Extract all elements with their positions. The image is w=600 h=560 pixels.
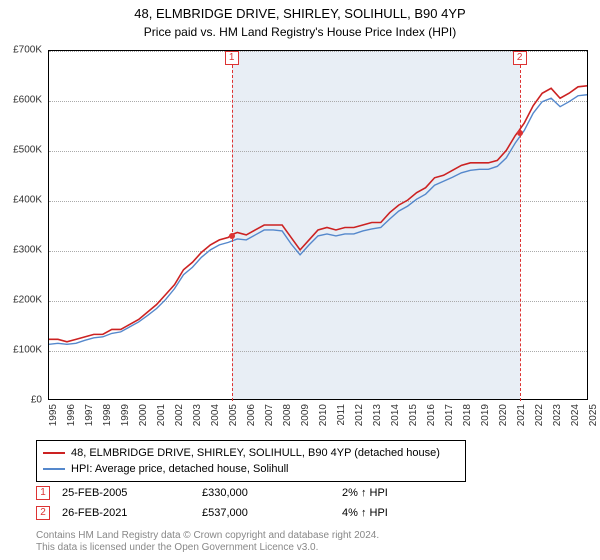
y-tick-label: £400K — [0, 195, 42, 206]
x-tick-label: 1995 — [48, 404, 59, 426]
event-date: 25-FEB-2005 — [62, 487, 202, 499]
x-tick-label: 1998 — [102, 404, 113, 426]
event-marker-icon: 2 — [36, 506, 50, 520]
event-row: 2 26-FEB-2021 £537,000 4% ↑ HPI — [36, 506, 482, 520]
event-marker-dot — [517, 130, 523, 136]
y-tick-label: £200K — [0, 295, 42, 306]
title-line-2: Price paid vs. HM Land Registry's House … — [0, 21, 600, 45]
y-tick-label: £0 — [0, 395, 42, 406]
x-tick-label: 2007 — [264, 404, 275, 426]
y-tick-label: £500K — [0, 145, 42, 156]
x-tick-label: 1999 — [120, 404, 131, 426]
series-line-hpi — [49, 95, 587, 345]
event-marker-dot — [229, 233, 235, 239]
chart-plot-area: 12 — [48, 50, 588, 400]
x-tick-label: 2002 — [174, 404, 185, 426]
x-tick-label: 2001 — [156, 404, 167, 426]
event-hpi-delta: 4% ↑ HPI — [342, 507, 482, 519]
x-tick-label: 2004 — [210, 404, 221, 426]
legend-text: HPI: Average price, detached house, Soli… — [71, 463, 289, 475]
event-marker-box: 2 — [513, 51, 527, 65]
event-hpi-delta: 2% ↑ HPI — [342, 487, 482, 499]
legend-swatch — [43, 468, 65, 470]
x-tick-label: 2010 — [318, 404, 329, 426]
x-tick-label: 2003 — [192, 404, 203, 426]
legend-item: HPI: Average price, detached house, Soli… — [43, 461, 459, 477]
x-tick-label: 2012 — [354, 404, 365, 426]
y-tick-label: £600K — [0, 95, 42, 106]
x-tick-label: 2024 — [570, 404, 581, 426]
line-series — [49, 51, 587, 399]
y-tick-label: £100K — [0, 345, 42, 356]
x-tick-label: 2023 — [552, 404, 563, 426]
x-tick-label: 2025 — [588, 404, 599, 426]
x-tick-label: 2018 — [462, 404, 473, 426]
title-line-1: 48, ELMBRIDGE DRIVE, SHIRLEY, SOLIHULL, … — [0, 0, 600, 21]
legend-item: 48, ELMBRIDGE DRIVE, SHIRLEY, SOLIHULL, … — [43, 445, 459, 461]
event-marker-icon: 1 — [36, 486, 50, 500]
x-tick-label: 2013 — [372, 404, 383, 426]
x-tick-label: 1997 — [84, 404, 95, 426]
x-tick-label: 2005 — [228, 404, 239, 426]
event-price: £330,000 — [202, 487, 342, 499]
x-tick-label: 2021 — [516, 404, 527, 426]
event-row: 1 25-FEB-2005 £330,000 2% ↑ HPI — [36, 486, 482, 500]
x-tick-label: 2009 — [300, 404, 311, 426]
event-price: £537,000 — [202, 507, 342, 519]
y-tick-label: £700K — [0, 45, 42, 56]
x-tick-label: 2000 — [138, 404, 149, 426]
footer-line-1: Contains HM Land Registry data © Crown c… — [36, 530, 379, 542]
x-tick-label: 2008 — [282, 404, 293, 426]
x-tick-label: 2016 — [426, 404, 437, 426]
x-tick-label: 2020 — [498, 404, 509, 426]
footer-line-2: This data is licensed under the Open Gov… — [36, 542, 379, 554]
x-tick-label: 2015 — [408, 404, 419, 426]
event-date: 26-FEB-2021 — [62, 507, 202, 519]
event-marker-box: 1 — [225, 51, 239, 65]
x-tick-label: 2006 — [246, 404, 257, 426]
legend-swatch — [43, 452, 65, 454]
series-line-price_paid — [49, 86, 587, 342]
x-tick-label: 2019 — [480, 404, 491, 426]
footer: Contains HM Land Registry data © Crown c… — [36, 530, 379, 554]
x-tick-label: 2014 — [390, 404, 401, 426]
x-tick-label: 1996 — [66, 404, 77, 426]
x-tick-label: 2017 — [444, 404, 455, 426]
legend-text: 48, ELMBRIDGE DRIVE, SHIRLEY, SOLIHULL, … — [71, 447, 440, 459]
legend: 48, ELMBRIDGE DRIVE, SHIRLEY, SOLIHULL, … — [36, 440, 466, 482]
x-tick-label: 2011 — [336, 404, 347, 426]
chart-container: { "title_line1": "48, ELMBRIDGE DRIVE, S… — [0, 0, 600, 560]
x-tick-label: 2022 — [534, 404, 545, 426]
y-tick-label: £300K — [0, 245, 42, 256]
